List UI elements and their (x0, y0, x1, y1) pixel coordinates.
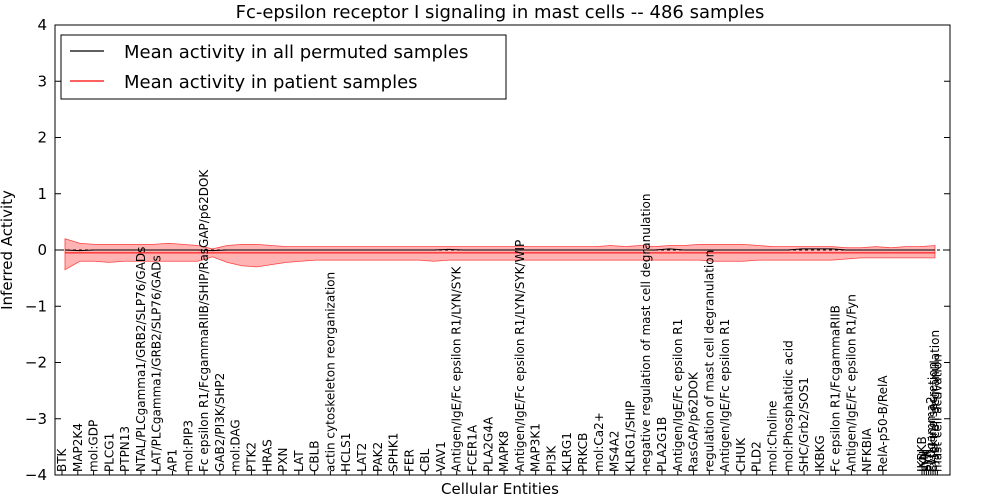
entity-label: LAT (292, 450, 306, 472)
entity-label: LYN (917, 451, 931, 472)
entity-label: PLCgamma2 (924, 396, 938, 472)
entity-label: NTAL/PLCgamma1/GRB2/SLP76/GADs (134, 247, 148, 472)
entity-label: mol:GDP (87, 420, 101, 472)
entity-label: CBLB (308, 440, 322, 472)
y-tick-label: −4 (25, 466, 47, 484)
entity-label: Antigen/IgE/Fc epsilon R1 (718, 319, 732, 472)
legend-label-patient: Mean activity in patient samples (124, 72, 418, 93)
entity-label: BTK (55, 447, 69, 472)
entity-label: cytokine secretion (926, 362, 940, 472)
entity-label: mast cell activation (930, 354, 944, 472)
y-tick-label: 2 (37, 129, 47, 147)
series-line-layer (64, 248, 935, 254)
entity-label: LAT2 (355, 443, 369, 472)
entity-label: FER (402, 449, 416, 472)
entity-label: Antigen/IgE/Fc epsilon R1 (671, 319, 685, 472)
entity-label: mol:DAG (229, 419, 243, 472)
entity-label: PLA2G1B (655, 417, 669, 472)
entity-label: PTK2 (244, 442, 258, 472)
entity-label: PI3K (544, 445, 558, 472)
entity-label: CHUK (734, 437, 748, 472)
entity-label: SHC/Grb2/SOS1 (797, 377, 811, 472)
y-tick-label: −1 (25, 297, 47, 315)
entity-label: PLD2 (750, 441, 764, 472)
entity-label: Fc epsilon R1/FcgammaRIIB/SHIP/RasGAP/p6… (197, 169, 211, 472)
patient-confidence-band (64, 238, 936, 271)
entity-label: MAP2K4 (71, 423, 85, 472)
series-line-permuted (64, 248, 935, 252)
entity-label: KLRG1/SHIP (623, 401, 637, 472)
entity-label: HRAS (260, 439, 274, 472)
entity-label: RasGAP/p62DOK (687, 371, 701, 472)
entity-label: IKBKG (813, 435, 827, 472)
entity-label: mol:Phosphatidic acid (781, 340, 795, 472)
entity-label: regulation of mast cell degranulation (702, 250, 716, 472)
entity-label: PAK2 (371, 442, 385, 472)
legend: Mean activity in all permuted samples Me… (60, 34, 507, 100)
entity-label: RelA-p50-B/RelA (876, 375, 890, 472)
entity-label: FCER1A (466, 424, 480, 472)
entity-label: MS4A2 (608, 431, 622, 472)
entity-label: mol:PIP3 (181, 420, 195, 472)
entity-label: PTPN13 (118, 426, 132, 472)
entity-label: KLRG1 (560, 432, 574, 472)
y-tick-label: −2 (25, 354, 47, 372)
x-axis-label: Cellular Entities (441, 480, 559, 498)
entity-label: MAPK8 (497, 431, 511, 472)
y-tick-label: 1 (37, 185, 47, 203)
entity-label: Antigen/IgE/Fc epsilon R1/LYN/SYK (450, 265, 464, 472)
entity-label: PXN (276, 448, 290, 472)
confidence-band-layer (64, 238, 936, 271)
entity-label: IKBKB (915, 436, 929, 472)
y-axis-label: Inferred Activity (0, 190, 16, 310)
entity-label-layer: BTK MAP2K4 mol:GDP PLCG1 PTPN13 NTAL/PLCgamma… (55, 169, 944, 475)
entity-label: LAT/PLCgamma1/GRB2/SLP76/GADs (150, 255, 164, 472)
y-tick-label: −3 (25, 410, 47, 428)
entity-label: GAB2/PI3K/SHP2 (213, 373, 227, 472)
y-axis-ticks: −4 −3 −2 −1 0 1 2 3 4 (25, 16, 950, 484)
entity-label: CBL (418, 448, 432, 472)
entity-label: NFKBIA (860, 427, 874, 472)
entity-label: AP1 (166, 449, 180, 472)
entity-label: mol:Ca2+ (592, 412, 606, 472)
entity-label: PLA2G4A (481, 416, 495, 472)
legend-label-permuted: Mean activity in all permuted samples (124, 42, 468, 63)
entity-label: Antigen/IgE/Fc epsilon R1/LYN/SYK/WIP (513, 240, 527, 472)
entity-label: VAV1 (434, 441, 448, 472)
y-tick-label: 4 (37, 16, 47, 34)
entity-label: mol:Choline (765, 401, 779, 472)
chart-title: Fc-epsilon receptor I signaling in mast … (236, 2, 765, 23)
y-tick-label: 0 (37, 241, 47, 259)
entity-label: HCLS1 (339, 433, 353, 472)
entity-label: FYN (922, 449, 936, 472)
entity-label: PRKCB (576, 433, 590, 472)
entity-label: mast cell degranulation (928, 330, 942, 472)
entity-label: actin cytoskeleton reorganization (323, 272, 337, 472)
entity-label: PLCG1 (102, 433, 116, 472)
y-tick-label: 3 (37, 72, 47, 90)
entity-label: SPHK1 (387, 433, 401, 472)
entity-label: Antigen/IgE/Fc epsilon R1/Fyn (844, 294, 858, 472)
legend-box (60, 34, 507, 100)
entity-label: Fc epsilon R1/FcgammaRIIB (829, 305, 843, 472)
entity-label: negative regulation of mast cell degranu… (639, 193, 653, 472)
entity-label: SYK (919, 448, 933, 472)
entity-label: MAP3K1 (529, 423, 543, 472)
